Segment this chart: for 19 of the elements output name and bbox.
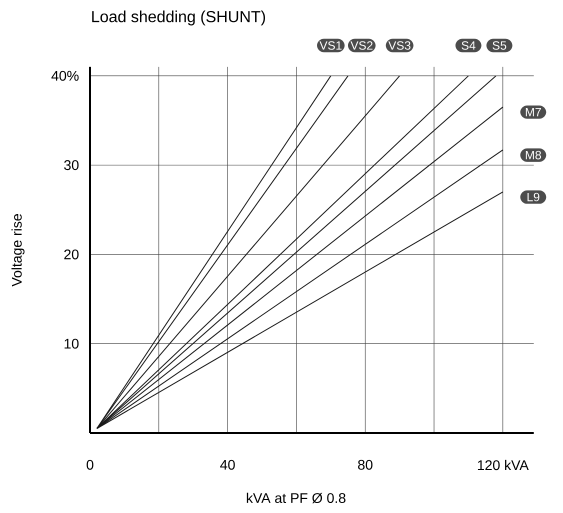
series-label: M8 xyxy=(526,150,542,160)
x-tick-label: 40 xyxy=(220,460,235,470)
series-label: M7 xyxy=(526,108,541,116)
y-tick-label: 40% xyxy=(51,70,79,81)
text: S5 xyxy=(492,41,506,50)
y-tick-label: 10 xyxy=(64,338,79,349)
text: VS2 xyxy=(350,41,373,50)
chart-title: Load shedding (SHUNT) xyxy=(92,10,266,26)
y-tick-label: 20 xyxy=(64,249,79,260)
x-tick-label: 120 kVA xyxy=(478,460,529,470)
text: S4 xyxy=(462,41,476,50)
text: L9 xyxy=(528,192,540,202)
x-tick-label: 0 xyxy=(86,460,94,470)
text: VS3 xyxy=(388,41,410,50)
y-axis-title: Voltage rise xyxy=(11,214,25,287)
y-tick-label: 30 xyxy=(64,160,79,170)
text: VS1 xyxy=(320,41,342,50)
x-tick-label: 80 xyxy=(358,460,372,470)
x-axis-title: kVA at PF Ø 0.8 xyxy=(246,492,346,504)
